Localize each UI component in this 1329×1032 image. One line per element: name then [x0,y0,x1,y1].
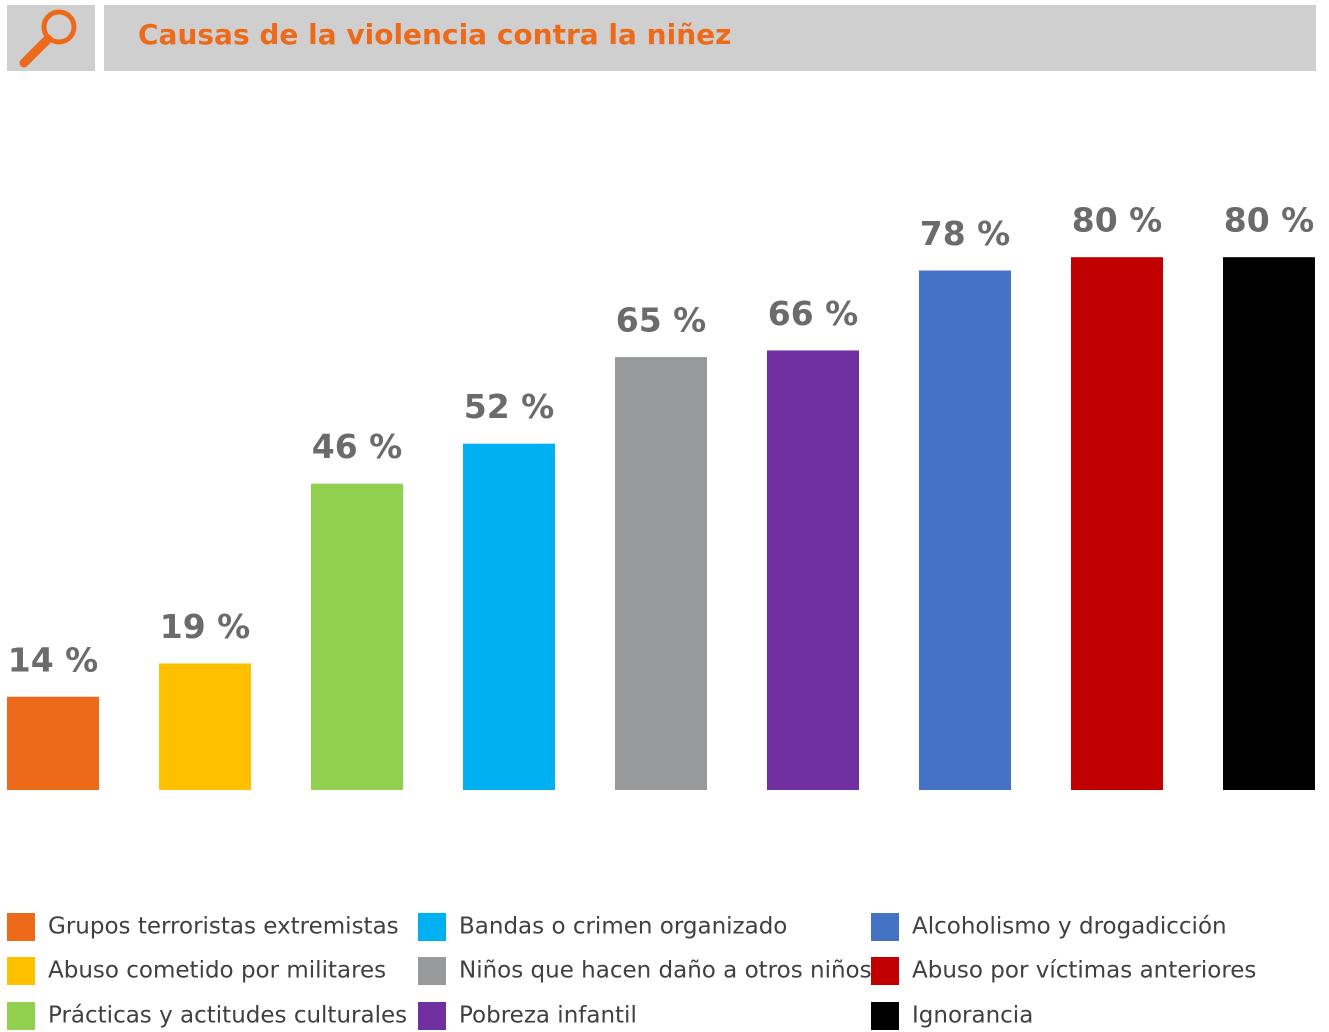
value-label: 19 % [160,607,250,646]
value-label: 80 % [1072,201,1162,240]
legend-swatch [871,913,899,941]
bar [1071,257,1163,790]
value-label: 78 % [920,214,1010,253]
chart-title: Causas de la violencia contra la niñez [138,18,731,51]
legend-label: Prácticas y actitudes culturales [48,1003,407,1029]
value-label: 66 % [768,294,858,333]
bar [311,483,403,790]
legend-swatch [418,913,446,941]
legend-label: Abuso cometido por militares [48,958,386,984]
legend-swatch [7,957,35,985]
value-label: 14 % [8,640,98,679]
bar [7,696,99,790]
header-bar [104,5,1316,71]
legend-swatch [871,1002,899,1030]
legend-label: Niños que hacen daño a otros niños [459,958,872,984]
value-label: 65 % [616,301,706,340]
value-label: 46 % [312,427,402,466]
bar [1223,257,1315,790]
legend-label: Alcoholismo y drogadicción [912,914,1227,940]
value-label: 80 % [1224,201,1314,240]
legend-swatch [7,1002,35,1030]
legend-label: Bandas o crimen organizado [459,914,787,940]
bar [159,663,251,790]
value-label: 52 % [464,387,554,426]
legend-label: Grupos terroristas extremistas [48,914,399,940]
bar [767,350,859,790]
bar [919,270,1011,790]
legend-swatch [418,957,446,985]
legend-swatch [7,913,35,941]
bar [615,357,707,790]
legend-swatch [418,1002,446,1030]
legend-label: Abuso por víctimas anteriores [912,958,1256,984]
legend-label: Ignorancia [912,1003,1033,1029]
legend-label: Pobreza infantil [459,1003,637,1029]
bar [463,443,555,790]
magnifier-icon [19,9,77,68]
legend-swatch [871,957,899,985]
